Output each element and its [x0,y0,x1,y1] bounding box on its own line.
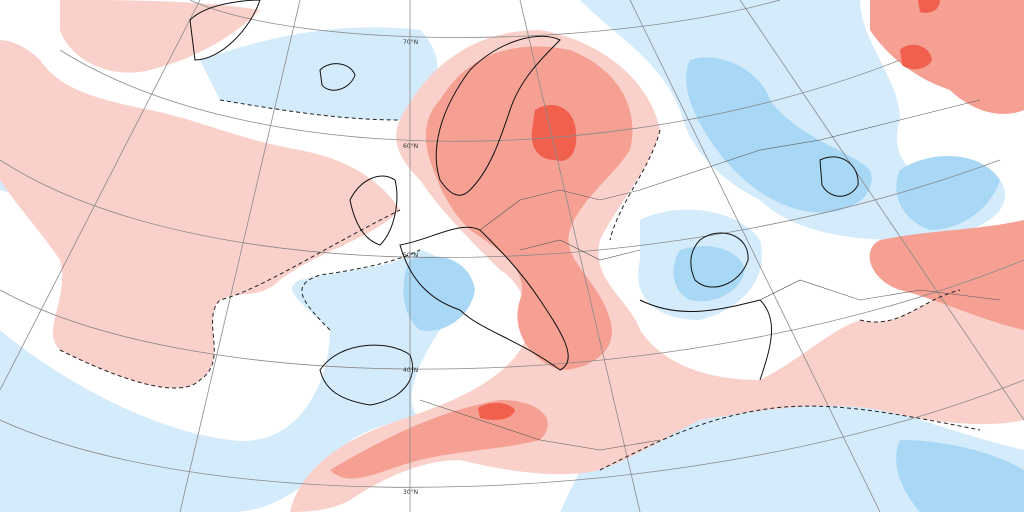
latitude-line [189,0,781,38]
borders [419,99,1001,451]
latitude-label: 40°N [403,367,418,374]
latitude-line [0,379,1024,488]
meridian [179,0,301,512]
meridian [739,0,1024,421]
meridian [0,0,201,391]
latitude-line [0,159,1001,258]
latitude-label: 30°N [403,489,418,496]
latitude-labels: 70°N 60°N 50°N 40°N 30°N [403,39,418,496]
meridian [519,0,641,512]
latitude-label: 70°N [403,39,418,46]
coastlines [189,0,859,406]
latitude-label: 60°N [403,143,418,150]
latitude-line [59,49,901,142]
meridian [629,0,881,512]
latitude-line [0,259,1024,370]
latitude-label: 50°N [403,252,418,259]
zero-contours [59,99,981,471]
